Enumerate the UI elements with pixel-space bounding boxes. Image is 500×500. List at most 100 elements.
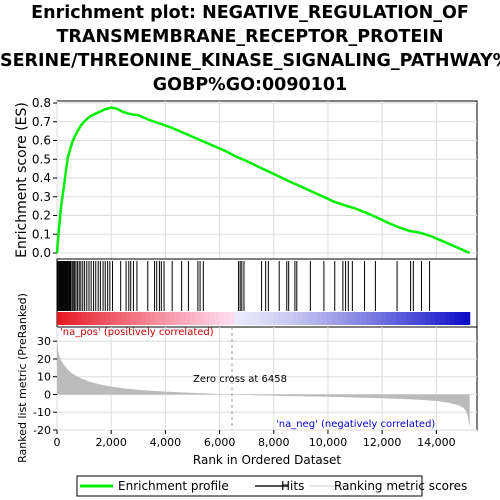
na-pos-label: 'na_pos' (positively correlated) xyxy=(60,327,214,338)
legend-label: Ranking metric scores xyxy=(334,479,467,493)
heat-bar-segment xyxy=(381,312,387,325)
heat-bar-segment xyxy=(302,312,309,325)
es-tick-label: 0.0 xyxy=(32,246,51,260)
heat-bar-segment xyxy=(386,312,392,325)
x-tick-label: 0 xyxy=(54,436,61,449)
heat-bar-segment xyxy=(66,312,73,325)
heat-bar-segment xyxy=(425,312,431,325)
heat-bar-segment xyxy=(130,312,137,325)
heat-bar-segment xyxy=(111,312,117,325)
heat-bar-segment xyxy=(341,312,348,325)
metric-tick-label: -10 xyxy=(33,406,51,419)
chart-title-line-1: Enrichment plot: NEGATIVE_REGULATION_OF xyxy=(31,3,469,23)
heat-bar-segment xyxy=(273,312,279,325)
heat-bar-segment xyxy=(248,312,255,325)
legend-box xyxy=(76,475,423,497)
heat-bar-segment xyxy=(169,312,176,325)
x-tick-label: 14,000 xyxy=(417,436,456,449)
heat-bar-segment xyxy=(228,312,235,325)
enrichment-profile-line xyxy=(55,106,471,255)
heat-bar-segment xyxy=(332,312,338,325)
heat-bar-segment xyxy=(366,312,373,325)
heat-bar-segment xyxy=(405,312,412,325)
heat-bar-segment xyxy=(140,312,147,325)
hits-marks xyxy=(57,261,431,311)
metric-tick-label: 0 xyxy=(44,388,51,401)
x-tick-label: 10,000 xyxy=(309,436,348,449)
es-tick-label: 0.7 xyxy=(32,115,51,129)
heat-bar-segment xyxy=(214,312,220,325)
heat-bar-segment xyxy=(238,312,245,325)
heat-bar-segment xyxy=(145,312,151,325)
heat-bar-segment xyxy=(337,312,343,325)
heat-bar-segment xyxy=(194,312,201,325)
es-tick-label: 0.6 xyxy=(32,134,51,148)
metric-tick-label: 20 xyxy=(37,353,51,366)
es-tick-label: 0.2 xyxy=(32,209,51,223)
heat-bar-segment xyxy=(209,312,215,325)
metric-tick-label: -20 xyxy=(33,424,51,437)
heat-bar-segment xyxy=(263,312,269,325)
heat-bar-segment xyxy=(391,312,397,325)
zero-cross-label: Zero cross at 6458 xyxy=(193,374,287,385)
heat-bar-segment xyxy=(106,312,112,325)
ranking-heat-bar xyxy=(57,312,471,325)
chart-title-line-4: GOBP%GO:0090101 xyxy=(152,75,348,95)
heat-bar-segment xyxy=(96,312,102,325)
heat-bar-segment xyxy=(91,312,97,325)
heat-bar-segment xyxy=(258,312,264,325)
heat-bar-segment xyxy=(435,312,441,325)
heat-bar-segment xyxy=(317,312,323,325)
heat-bar-segment xyxy=(233,312,240,325)
chart-title-line-3: SERINE/THREONINE_KINASE_SIGNALING_PATHWA… xyxy=(0,51,500,71)
es-tick-label: 0.1 xyxy=(32,227,51,241)
x-tick-label: 6,000 xyxy=(204,436,236,449)
heat-bar-segment xyxy=(71,312,78,325)
heat-bar-segment xyxy=(454,312,461,325)
es-tick-label: 0.5 xyxy=(32,152,51,166)
x-tick-label: 4,000 xyxy=(150,436,182,449)
heat-bar-segment xyxy=(61,312,68,325)
heat-bar-segment xyxy=(464,312,471,325)
es-panel-frame xyxy=(56,100,478,260)
heat-bar-segment xyxy=(120,312,127,325)
heat-bar-segment xyxy=(346,312,353,325)
heat-bar-segment xyxy=(395,312,402,325)
heat-bar-segment xyxy=(322,312,328,325)
heat-bar-segment xyxy=(307,312,314,325)
heat-bar-segment xyxy=(327,312,333,325)
na-neg-label: 'na_neg' (negatively correlated) xyxy=(276,419,435,430)
x-axis-ticks: 0 2,000 4,000 6,000 8,000 10,000 12,000 14,000 xyxy=(54,430,456,449)
heat-bar-segment xyxy=(135,312,142,325)
heat-bar-segment xyxy=(76,312,83,325)
metric-tick-label: 10 xyxy=(37,371,51,384)
metric-y-axis-label: Ranked list metric (PreRanked) xyxy=(16,293,29,463)
legend-label: Hits xyxy=(281,479,304,493)
heat-bar-segment xyxy=(450,312,456,325)
heat-bar-segment xyxy=(297,312,304,325)
heat-bar-segment xyxy=(86,312,92,325)
heat-bar-segment xyxy=(199,312,205,325)
heat-bar-segment xyxy=(219,312,225,325)
chart-title-line-2: TRANSMEMBRANE_RECEPTOR_PROTEIN xyxy=(56,27,444,47)
heat-bar-segment xyxy=(312,312,318,325)
es-tick-label: 0.4 xyxy=(32,171,51,185)
heat-bar-segment xyxy=(115,312,122,325)
heat-bar-segment xyxy=(268,312,274,325)
x-tick-label: 12,000 xyxy=(363,436,402,449)
heat-bar-segment xyxy=(440,312,446,325)
heat-bar-segment xyxy=(101,312,107,325)
heat-bar-segment xyxy=(179,312,186,325)
es-tick-label: 0.3 xyxy=(32,190,51,204)
heat-bar-segment xyxy=(57,312,63,325)
heat-bar-segment xyxy=(278,312,284,325)
heat-bar-segment xyxy=(155,312,161,325)
legend: Enrichment profile Hits Ranking metric sco… xyxy=(80,479,467,493)
heat-bar-segment xyxy=(150,312,156,325)
heat-bar-segment xyxy=(430,312,436,325)
x-axis-label: Rank in Ordered Dataset xyxy=(193,453,341,467)
heat-bar-segment xyxy=(224,312,230,325)
heat-bar-segment xyxy=(165,312,171,325)
heat-bar-segment xyxy=(351,312,358,325)
